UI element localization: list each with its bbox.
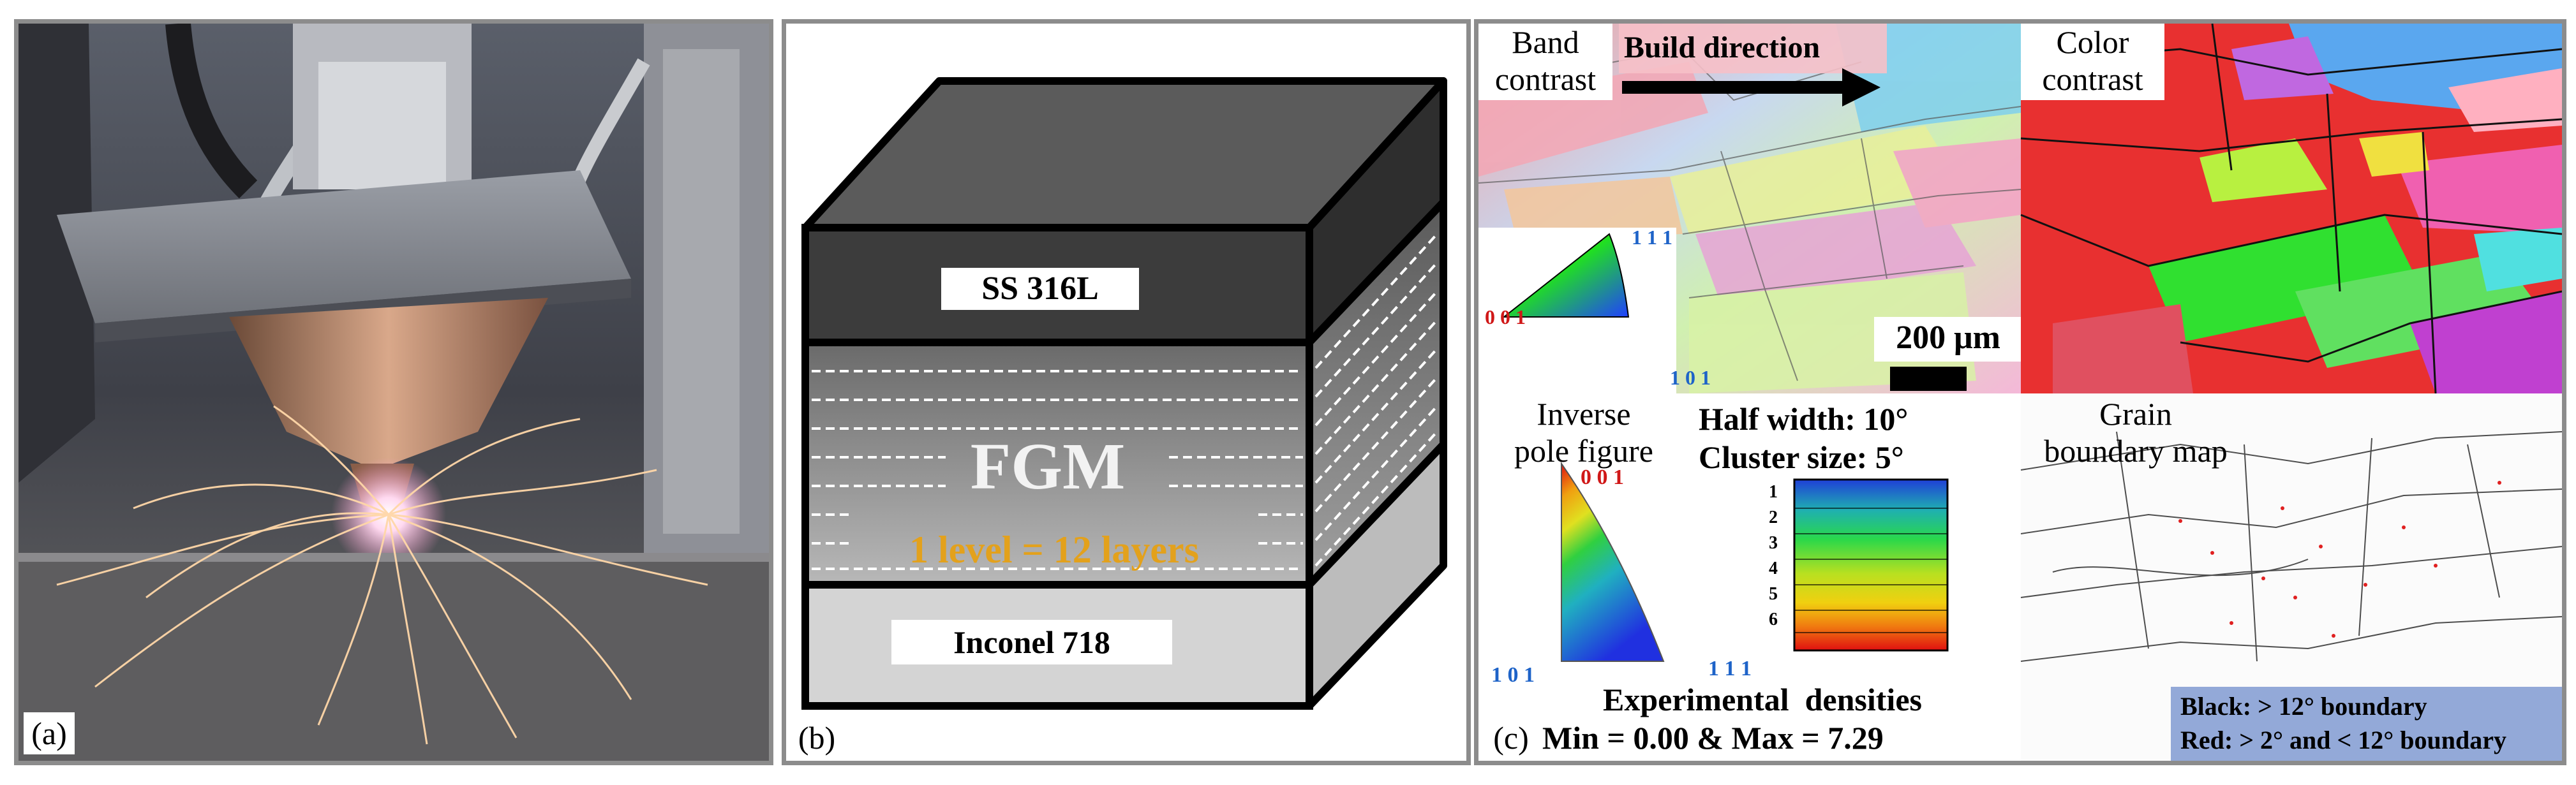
- inverse-pole-label: Inverse pole figure: [1491, 395, 1676, 472]
- cluster-size-label: Cluster size: 5°: [1699, 439, 1904, 475]
- build-direction-label: Build direction: [1624, 31, 1820, 64]
- inconel-side: [1306, 441, 1447, 710]
- grain-boundary-label: Grain boundary map: [2021, 395, 2251, 472]
- ipf-key-111: 1 1 1: [1632, 226, 1672, 249]
- colorbar-tick: 2: [1769, 508, 1778, 527]
- colorbar-tick: 1: [1769, 482, 1778, 502]
- red-boundary-legend: Red: > 2° and < 12° boundary: [2180, 726, 2507, 754]
- scale-bar-label: 200 μm: [1896, 319, 2000, 356]
- color-contrast-line1: Color: [2056, 24, 2129, 60]
- build-direction-arrow: [1842, 68, 1880, 106]
- panel-c: Band contrast Build direction Color cont…: [1474, 19, 2566, 765]
- build-direction-box: [1619, 24, 1887, 73]
- band-contrast-label: Band contrast: [1478, 24, 1612, 100]
- color-contrast-label: Color contrast: [2021, 24, 2164, 100]
- colorbar-tick: 3: [1769, 533, 1778, 553]
- ss316l-label: SS 316L: [941, 268, 1139, 310]
- fgm-front: [801, 339, 1313, 589]
- density-111-label: 1 1 1: [1708, 657, 1752, 680]
- fgm-label: FGM: [970, 430, 1126, 503]
- density-101-label: 1 0 1: [1491, 663, 1535, 687]
- panel-b: SS 316L FGM 1 level = 12 layers Inconel …: [782, 19, 1471, 765]
- grain-legend-bg: [2171, 687, 2562, 761]
- black-boundary-legend: Black: > 12° boundary: [2180, 692, 2427, 721]
- panel-a-label: (a): [24, 712, 75, 754]
- half-width-label: Half width: 10°: [1699, 401, 1909, 437]
- ipf-key-101: 1 0 1: [1670, 366, 1711, 389]
- grain-boundary-line2: boundary map: [2044, 433, 2228, 469]
- inconel718-label: Inconel 718: [891, 620, 1172, 664]
- colorbar-tick: 6: [1769, 610, 1778, 629]
- scale-bar-bg: [1874, 317, 2021, 362]
- experimental-densities-label: Experimental densities: [1603, 682, 1922, 717]
- inverse-pole-line2: pole figure: [1514, 433, 1653, 469]
- color-contrast-line2: contrast: [2042, 61, 2143, 97]
- laser-deposition-photo: [19, 24, 769, 761]
- ipf-key-001: 0 0 1: [1485, 305, 1526, 328]
- panel-a: (a): [14, 19, 773, 765]
- density-colorbar: [1793, 478, 1949, 652]
- inverse-pole-line1: Inverse: [1537, 396, 1631, 432]
- grain-boundary-line1: Grain: [2099, 396, 2172, 432]
- colorbar-tick: 5: [1769, 584, 1778, 604]
- level-layers-note: 1 level = 12 layers: [909, 529, 1200, 571]
- colorbar-ticks: 1 2 3 4 5 6: [1769, 481, 1788, 647]
- scale-bar: [1890, 367, 1967, 391]
- band-contrast-line2: contrast: [1494, 61, 1597, 97]
- ebsd-maps: [1478, 24, 2562, 761]
- density-triangle: [1561, 461, 1665, 662]
- panel-b-label: (b): [791, 719, 842, 757]
- band-contrast-line1: Band: [1512, 24, 1579, 60]
- fgm-block-diagram: [801, 77, 1447, 710]
- min-max-label: Min = 0.00 & Max = 7.29: [1542, 720, 1884, 756]
- density-001-label: 0 0 1: [1581, 466, 1624, 489]
- ipf-key-triangle: [1502, 233, 1630, 318]
- panel-c-label: (c): [1493, 720, 1529, 756]
- colorbar-tick: 4: [1769, 559, 1778, 578]
